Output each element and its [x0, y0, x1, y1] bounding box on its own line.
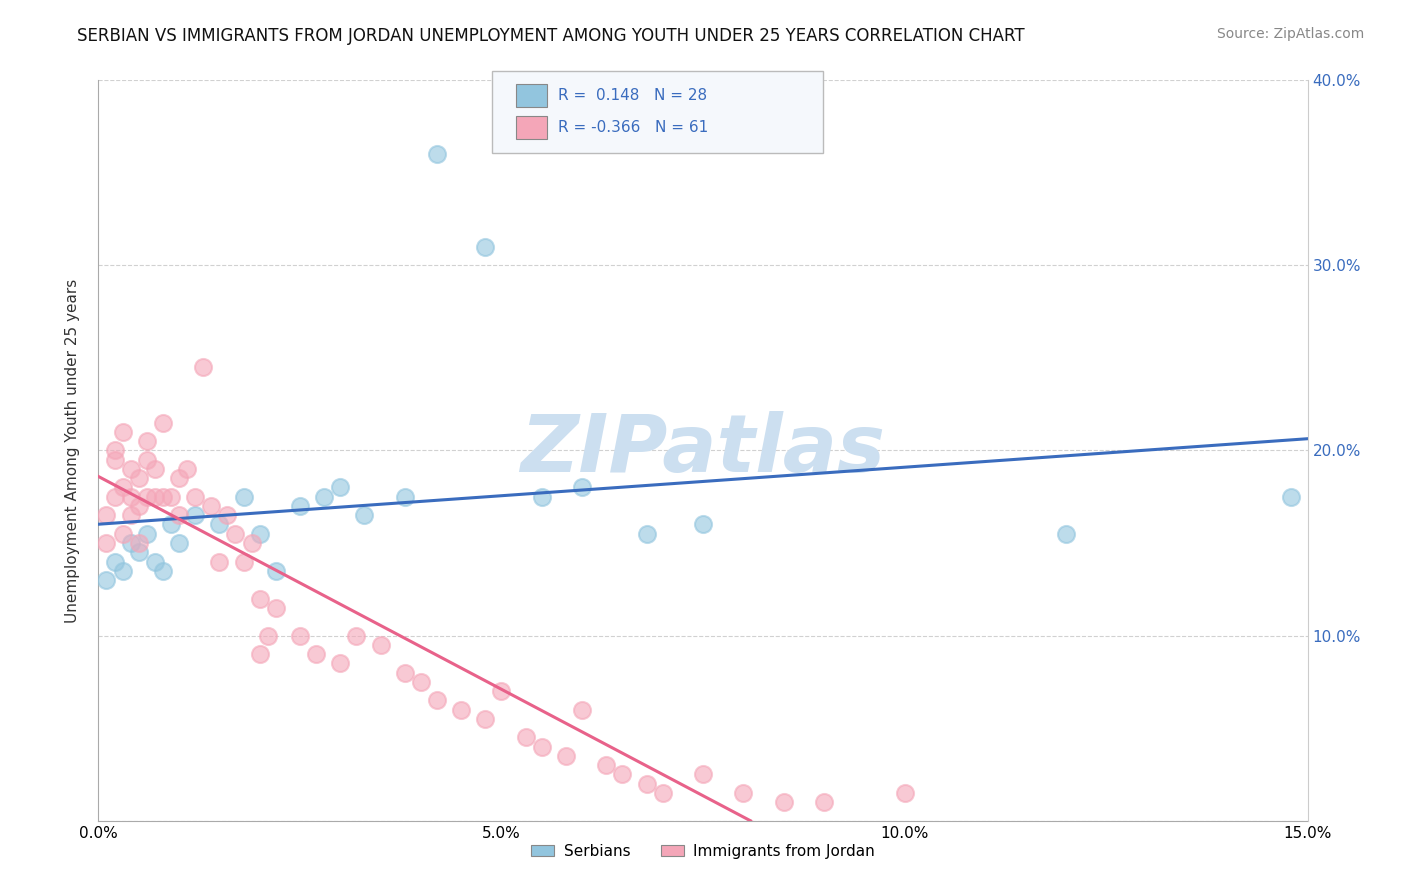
- Point: [135, 452, 157, 467]
- Point: [636, 526, 658, 541]
- Point: [135, 434, 157, 449]
- Point: [394, 665, 416, 680]
- Point: [288, 499, 311, 513]
- Point: [530, 739, 553, 754]
- Point: [651, 786, 673, 800]
- Point: [571, 481, 593, 495]
- Text: R = -0.366   N = 61: R = -0.366 N = 61: [558, 120, 709, 135]
- Point: [474, 712, 496, 726]
- Point: [232, 490, 254, 504]
- Point: [491, 684, 513, 698]
- Point: [120, 508, 142, 523]
- Point: [176, 462, 198, 476]
- Point: [249, 526, 271, 541]
- Point: [152, 564, 174, 578]
- Point: [143, 490, 166, 504]
- Point: [249, 591, 271, 606]
- Point: [103, 443, 125, 458]
- Point: [571, 703, 593, 717]
- Point: [160, 490, 183, 504]
- Point: [636, 776, 658, 791]
- Point: [128, 536, 150, 550]
- Point: [184, 508, 207, 523]
- Point: [103, 490, 125, 504]
- Text: Source: ZipAtlas.com: Source: ZipAtlas.com: [1216, 27, 1364, 41]
- Point: [167, 508, 190, 523]
- Point: [813, 795, 835, 809]
- Text: SERBIAN VS IMMIGRANTS FROM JORDAN UNEMPLOYMENT AMONG YOUTH UNDER 25 YEARS CORREL: SERBIAN VS IMMIGRANTS FROM JORDAN UNEMPL…: [77, 27, 1025, 45]
- Point: [232, 554, 254, 569]
- Point: [193, 360, 215, 375]
- Point: [152, 490, 174, 504]
- Point: [370, 638, 392, 652]
- Point: [96, 508, 118, 523]
- Point: [1281, 490, 1303, 504]
- Point: [96, 536, 118, 550]
- Point: [1054, 526, 1077, 541]
- Y-axis label: Unemployment Among Youth under 25 years: Unemployment Among Youth under 25 years: [65, 278, 80, 623]
- Point: [167, 471, 190, 485]
- Point: [103, 554, 125, 569]
- Point: [208, 554, 231, 569]
- Text: ZIPatlas: ZIPatlas: [520, 411, 886, 490]
- Point: [555, 748, 578, 763]
- Point: [772, 795, 794, 809]
- Point: [128, 499, 150, 513]
- Point: [184, 490, 207, 504]
- Point: [515, 731, 537, 745]
- Point: [200, 499, 222, 513]
- Point: [120, 462, 142, 476]
- Point: [120, 490, 142, 504]
- Point: [135, 490, 157, 504]
- Point: [344, 628, 367, 642]
- Point: [240, 536, 263, 550]
- Point: [595, 758, 617, 772]
- Point: [692, 767, 714, 781]
- Point: [314, 490, 336, 504]
- Point: [893, 786, 915, 800]
- Point: [111, 526, 134, 541]
- Point: [111, 425, 134, 439]
- Point: [426, 693, 449, 707]
- Text: R =  0.148   N = 28: R = 0.148 N = 28: [558, 88, 707, 103]
- Point: [128, 471, 150, 485]
- Point: [264, 600, 287, 615]
- Point: [288, 628, 311, 642]
- Point: [329, 481, 352, 495]
- Point: [217, 508, 239, 523]
- Point: [152, 416, 174, 430]
- Point: [249, 647, 271, 661]
- Point: [305, 647, 328, 661]
- Point: [111, 481, 134, 495]
- Point: [111, 564, 134, 578]
- Point: [96, 573, 118, 587]
- Point: [143, 554, 166, 569]
- Point: [530, 490, 553, 504]
- Point: [167, 536, 190, 550]
- Point: [409, 674, 432, 689]
- Point: [160, 517, 183, 532]
- Point: [224, 526, 246, 541]
- Point: [353, 508, 375, 523]
- Point: [450, 703, 472, 717]
- Point: [135, 526, 157, 541]
- Legend: Serbians, Immigrants from Jordan: Serbians, Immigrants from Jordan: [526, 838, 880, 865]
- Point: [394, 490, 416, 504]
- Point: [143, 462, 166, 476]
- Point: [612, 767, 634, 781]
- Point: [120, 536, 142, 550]
- Point: [474, 240, 496, 254]
- Point: [103, 452, 125, 467]
- Point: [426, 147, 449, 161]
- Point: [692, 517, 714, 532]
- Point: [329, 657, 352, 671]
- Point: [208, 517, 231, 532]
- Point: [128, 545, 150, 559]
- Point: [256, 628, 278, 642]
- Point: [733, 786, 755, 800]
- Point: [264, 564, 287, 578]
